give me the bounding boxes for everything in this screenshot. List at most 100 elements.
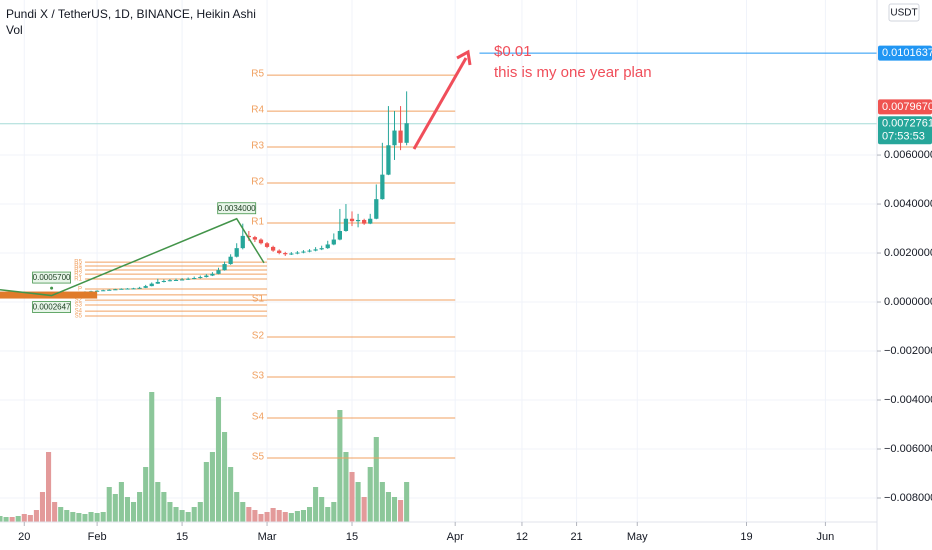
y-tick-label: 0.0040000 xyxy=(884,198,932,210)
candle-body xyxy=(283,253,288,255)
volume-bar xyxy=(331,502,337,522)
drawing-layer: 0.0002647 0.0034000 0.0005700 xyxy=(0,202,265,313)
candle-body xyxy=(119,288,124,290)
volume-bar xyxy=(294,511,300,522)
candle-body xyxy=(155,281,160,284)
volume-bar xyxy=(149,392,155,522)
candle-body xyxy=(295,252,300,254)
pivot-label: R1 xyxy=(251,217,264,228)
candle-body xyxy=(161,280,166,282)
pivot-label: S5 xyxy=(252,452,265,463)
volume-bar xyxy=(203,462,209,522)
volume-bar xyxy=(282,512,288,522)
candle-body xyxy=(349,218,355,222)
volume-bar xyxy=(88,512,94,522)
volume-bar xyxy=(215,397,222,522)
x-tick-label: Jun xyxy=(817,531,835,543)
price-badge xyxy=(878,45,932,61)
pivot-label: S3 xyxy=(75,303,83,309)
x-tick-label: 12 xyxy=(516,531,528,543)
volume-bar xyxy=(58,507,64,522)
candle-body xyxy=(240,235,245,249)
volume-bar xyxy=(185,512,191,522)
candle-body xyxy=(355,219,361,222)
candle-body xyxy=(325,244,330,249)
volume-bar xyxy=(325,507,331,522)
currency-button[interactable] xyxy=(888,3,920,22)
candle-body xyxy=(404,123,409,143)
volume-bar xyxy=(258,514,264,522)
price-tag: 0.0034000 xyxy=(218,204,256,213)
currency-label[interactable]: USDT xyxy=(890,8,917,19)
candle-body xyxy=(101,290,106,292)
volume-bar xyxy=(76,513,82,522)
pivot-label: R4 xyxy=(74,264,82,270)
volume-bar xyxy=(33,510,39,522)
price-lines xyxy=(0,52,877,125)
pivot-label: S2 xyxy=(252,331,265,342)
volume-bar xyxy=(379,482,385,522)
volume-bar xyxy=(3,517,9,522)
volume-bar xyxy=(64,510,70,522)
price-tag-box xyxy=(217,202,257,215)
axes: 0.0060000 0.0040000 0.0020000 0.0000000 −0.0… xyxy=(18,45,932,543)
price-tag-box xyxy=(32,301,71,313)
pivot-label: R5 xyxy=(251,69,264,80)
trend-line xyxy=(0,217,265,297)
candle-body xyxy=(149,283,154,287)
volume-bar xyxy=(404,482,410,522)
candle-body xyxy=(392,130,397,146)
volume-bar xyxy=(240,502,246,522)
volume-bar xyxy=(27,515,33,522)
volume-bar xyxy=(349,472,355,522)
volume-bar xyxy=(246,507,252,522)
volume-bar xyxy=(21,514,27,522)
x-tick-label: 15 xyxy=(346,531,358,543)
volume-bar xyxy=(52,502,58,522)
candle-body xyxy=(368,218,373,224)
candle-body xyxy=(204,275,209,278)
volume-bar xyxy=(337,410,343,522)
volume-bar xyxy=(197,502,203,522)
price-badge xyxy=(878,99,932,115)
volume-bar xyxy=(167,502,173,522)
marker xyxy=(50,286,54,290)
volume-bar xyxy=(9,517,15,522)
volume-bar xyxy=(191,507,197,522)
candle-body xyxy=(380,174,385,200)
candle-body xyxy=(337,230,342,240)
candle-body xyxy=(131,288,136,290)
arrow-head xyxy=(456,49,472,66)
volume-bar xyxy=(300,510,307,522)
volume-bar xyxy=(179,510,185,522)
candle-body xyxy=(216,270,221,274)
pivot-label: S4 xyxy=(75,309,83,315)
volume-bar xyxy=(288,513,294,522)
candle-body xyxy=(252,237,258,240)
volume-bar xyxy=(155,482,161,522)
candle-body xyxy=(343,218,349,231)
countdown-label: 07:53:53 xyxy=(882,131,925,143)
volume-bar xyxy=(15,516,21,522)
volume-bar xyxy=(276,510,282,522)
volume-bar xyxy=(46,452,52,522)
volume-bar xyxy=(398,500,404,522)
volume-bar xyxy=(0,516,3,522)
volume-bar xyxy=(270,508,276,522)
volume-bar xyxy=(264,512,270,522)
candle-body xyxy=(246,235,251,238)
x-tick-label: 20 xyxy=(18,531,30,543)
x-tick-label: 15 xyxy=(176,531,188,543)
candle-body xyxy=(289,253,294,255)
pivot-label: S2 xyxy=(75,298,83,304)
candle-body xyxy=(386,145,391,175)
x-tick-label: 21 xyxy=(570,531,582,543)
volume-bar xyxy=(367,467,373,522)
pivot-label: S3 xyxy=(252,371,265,382)
volume-bar xyxy=(391,497,398,522)
volume-bar xyxy=(222,432,228,522)
candle-body xyxy=(113,289,118,291)
candle-body xyxy=(192,278,197,280)
price-tag: 0.0005700 xyxy=(33,273,71,282)
